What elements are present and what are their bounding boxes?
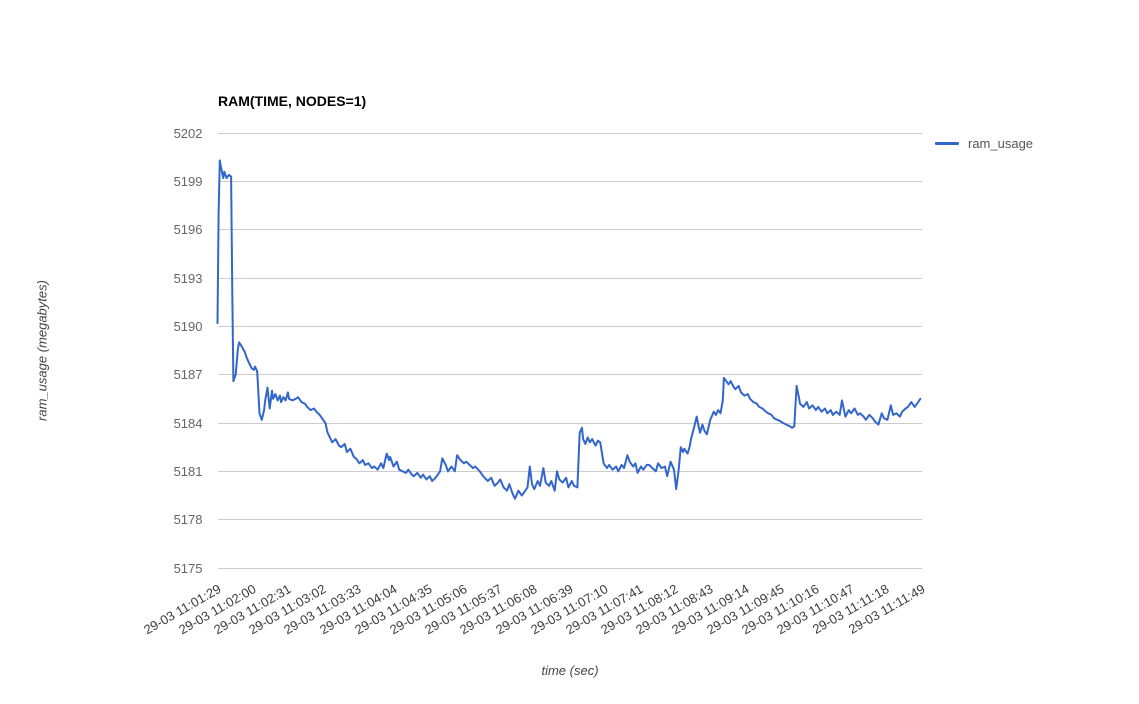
legend-series-label: ram_usage [968,136,1034,151]
x-axis-title: time (sec) [541,663,599,678]
y-tick-label: 5181 [173,463,203,479]
y-tick-label: 5184 [173,415,203,431]
gridline [217,567,922,569]
y-tick-label: 5202 [173,125,203,141]
y-tick-label: 5190 [173,318,203,334]
gridline [217,422,922,424]
y-tick-label: 5175 [173,560,203,576]
y-tick-label: 5199 [173,173,203,189]
gridline [217,470,922,472]
gridline [217,229,922,231]
y-tick-label: 5193 [173,270,203,286]
gridline [217,374,922,376]
y-tick-label: 5187 [173,367,203,383]
line-swatch-icon [935,142,959,145]
gridline [217,180,922,182]
gridline [217,132,922,134]
gridline [217,519,922,521]
gridline [217,277,922,279]
y-tick-label: 5196 [173,222,203,238]
gridline [217,325,922,327]
y-tick-label: 5178 [173,512,203,528]
chart-title: RAM(TIME, NODES=1) [218,93,367,109]
ram-usage-line-series [216,159,922,500]
legend: ram_usage [935,136,1033,151]
